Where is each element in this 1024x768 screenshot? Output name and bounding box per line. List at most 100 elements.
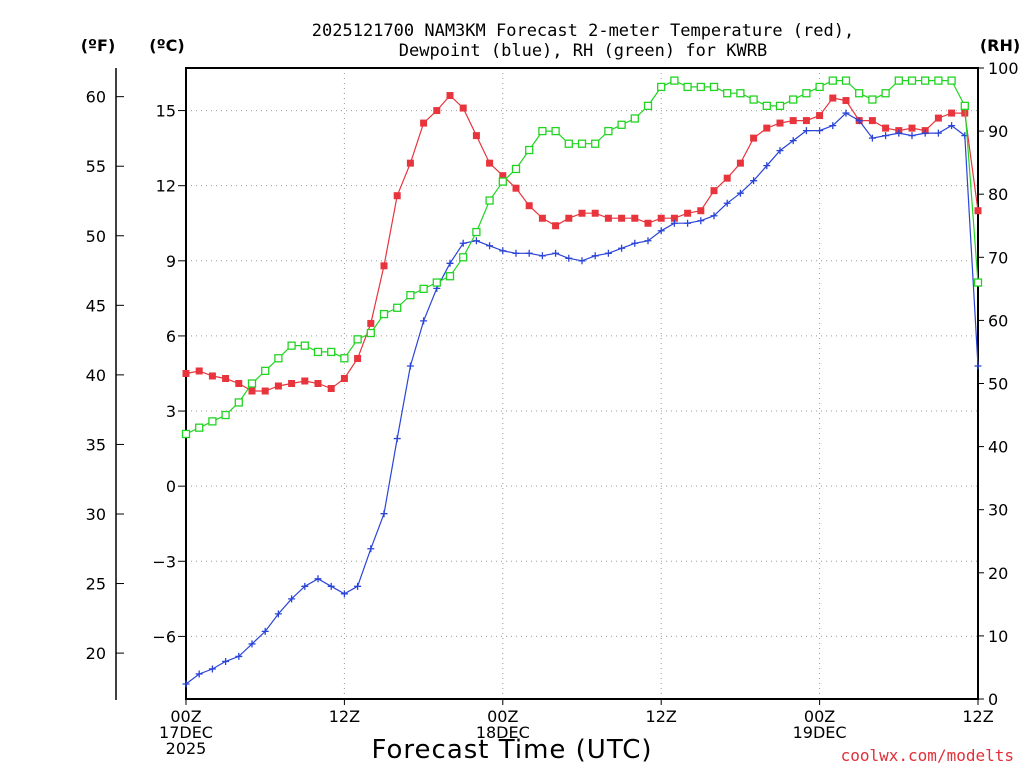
temperature-point xyxy=(327,385,335,393)
temperature-point xyxy=(552,222,560,230)
dewpoint-point xyxy=(380,510,388,518)
celsius-unit-label: (ºC) xyxy=(149,36,184,55)
rh-point xyxy=(551,126,560,136)
rh-tick-label: 0 xyxy=(988,690,998,709)
rh-point xyxy=(406,291,415,300)
rh-point xyxy=(934,76,943,85)
rh-point xyxy=(815,82,824,92)
rh-point xyxy=(313,347,323,357)
rh-point xyxy=(591,139,600,148)
rh-point xyxy=(947,76,956,85)
temperature-point xyxy=(512,184,520,192)
rh-point xyxy=(393,303,402,312)
dewpoint-point xyxy=(868,134,876,142)
dewpoint-point xyxy=(684,219,692,227)
dewpoint-point xyxy=(763,162,771,170)
rh-point xyxy=(577,139,587,148)
rh-point xyxy=(261,366,270,376)
dewpoint-point xyxy=(644,237,652,245)
temperature-point xyxy=(591,209,599,217)
rh-point xyxy=(472,227,481,237)
dewpoint-point xyxy=(591,252,599,260)
rh-point xyxy=(749,95,758,104)
rh-point xyxy=(195,423,204,432)
temperature-point xyxy=(367,319,375,327)
temperature-point xyxy=(288,380,296,387)
temperature-point xyxy=(314,380,322,387)
temperature-point xyxy=(301,377,309,385)
rh-point xyxy=(736,89,745,98)
rh-tick-label: 40 xyxy=(988,438,1008,457)
rh-point xyxy=(445,272,455,281)
rh-point xyxy=(894,76,903,85)
temperature-point xyxy=(195,367,203,375)
series-line xyxy=(185,112,979,685)
temperature-point xyxy=(208,372,216,380)
celsius-tick-label: 0 xyxy=(166,477,176,496)
celsius-tick-label: 3 xyxy=(166,402,176,421)
dewpoint-point xyxy=(618,244,626,252)
celsius-tick-label: 9 xyxy=(166,252,176,271)
temperature-point xyxy=(618,214,626,222)
temperature-point xyxy=(261,387,269,395)
dewpoint-point xyxy=(222,657,230,665)
rh-point xyxy=(234,398,243,407)
rh-point xyxy=(604,126,613,136)
fahrenheit-tick-label: 30 xyxy=(86,505,106,524)
dewpoint-point xyxy=(974,362,982,370)
dewpoint-point xyxy=(882,132,890,140)
rh-point xyxy=(709,82,719,92)
rh-point xyxy=(564,139,573,148)
temperature-point xyxy=(525,202,533,210)
x-axis-title: Forecast Time (UTC) xyxy=(371,735,652,765)
dewpoint-point xyxy=(670,219,678,227)
temperature-point xyxy=(829,94,837,102)
temperature-point xyxy=(380,262,388,270)
dewpoint-point xyxy=(235,652,243,660)
rh-point xyxy=(459,253,468,262)
dewpoint-point xyxy=(393,435,401,443)
temperature-point xyxy=(631,214,639,222)
dewpoint-point xyxy=(486,242,494,250)
rh-point xyxy=(802,89,811,98)
rh-tick-label: 60 xyxy=(988,311,1008,330)
temperature-point xyxy=(763,124,771,132)
rh-point xyxy=(657,82,666,92)
temperature-point xyxy=(565,214,573,222)
dewpoint-point xyxy=(301,582,309,590)
rh-point xyxy=(511,164,521,174)
rh-tick-label: 90 xyxy=(988,122,1008,141)
rh-point xyxy=(841,76,851,85)
temperature-point xyxy=(750,134,758,142)
rh-tick-label: 10 xyxy=(988,627,1008,646)
dewpoint-point xyxy=(631,239,639,247)
temperature-point xyxy=(499,172,507,180)
rh-point xyxy=(208,417,217,426)
x-tick-label: 00Z xyxy=(170,707,201,726)
x-tick-label: 12Z xyxy=(329,707,360,726)
rh-point xyxy=(630,114,639,123)
rh-tick-label: 30 xyxy=(988,501,1008,520)
celsius-tick-label: 12 xyxy=(156,177,176,196)
rh-point xyxy=(366,328,375,338)
rh-point xyxy=(960,101,969,111)
dewpoint-point xyxy=(921,129,929,137)
dewpoint-point xyxy=(459,239,467,247)
rh-point xyxy=(921,76,930,85)
fahrenheit-unit-label: (ºF) xyxy=(81,36,116,55)
x-tick-label: 2025 xyxy=(166,739,207,758)
dewpoint-point xyxy=(657,227,665,235)
dewpoint-point xyxy=(697,217,705,225)
rh-point xyxy=(432,278,441,287)
dewpoint-point xyxy=(195,670,203,678)
x-tick-label: 12Z xyxy=(646,707,677,726)
temperature-point xyxy=(697,207,705,215)
temperature-point xyxy=(723,174,731,182)
x-tick-label: 18DEC xyxy=(476,723,530,742)
temperature-point xyxy=(274,382,282,390)
rh-point xyxy=(973,278,983,287)
dewpoint-point xyxy=(288,595,296,603)
dewpoint-point xyxy=(710,212,718,220)
rh-tick-label: 50 xyxy=(988,375,1008,394)
